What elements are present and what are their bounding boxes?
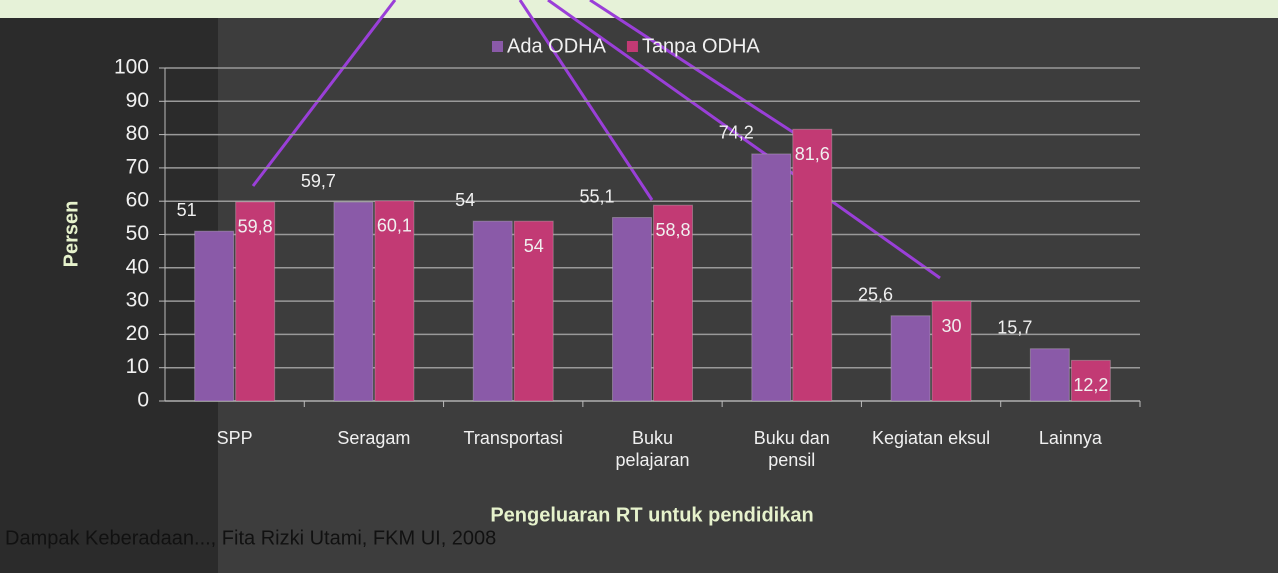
bar	[473, 221, 512, 401]
data-label: 81,6	[795, 144, 830, 164]
x-tick-label: Seragam	[314, 427, 434, 449]
x-tick-label: Kegiatan eksul	[871, 427, 991, 449]
y-tick-label: 60	[126, 189, 149, 212]
legend-swatch	[627, 41, 638, 52]
bar	[334, 202, 373, 401]
x-tick-label: SPP	[175, 427, 295, 449]
data-label: 58,8	[655, 220, 690, 240]
bar	[613, 218, 652, 401]
x-tick-label: Buku dan pensil	[732, 427, 852, 471]
y-tick-label: 80	[126, 122, 149, 145]
y-axis-title: Persen	[60, 201, 82, 268]
data-label: 55,1	[579, 186, 614, 206]
chart: Persen Pengeluaran RT untuk pendidikan D…	[0, 0, 1278, 573]
y-tick-label: 70	[126, 155, 149, 178]
bar	[891, 316, 930, 401]
y-tick-label: 40	[126, 255, 149, 278]
data-label: 51	[177, 200, 197, 220]
data-label: 30	[942, 316, 962, 336]
y-tick-label: 50	[126, 222, 149, 245]
x-tick-label: Lainnya	[1010, 427, 1130, 449]
data-label: 12,2	[1073, 375, 1108, 395]
bar	[752, 154, 791, 401]
data-label: 54	[455, 190, 475, 210]
y-tick-label: 20	[126, 322, 149, 345]
x-axis-title: Pengeluaran RT untuk pendidikan	[490, 504, 813, 526]
bar	[195, 231, 234, 401]
legend-label: Ada ODHA	[507, 35, 607, 57]
top-strip	[0, 0, 1278, 18]
bar	[793, 129, 832, 401]
slide: Persen Pengeluaran RT untuk pendidikan D…	[0, 0, 1278, 573]
bar	[1030, 349, 1069, 401]
legend-label: Tanpa ODHA	[642, 35, 760, 57]
left-band	[0, 0, 218, 573]
data-label: 59,7	[301, 171, 336, 191]
y-tick-label: 0	[137, 389, 149, 412]
footer: Dampak Keberadaan..., Fita Rizki Utami, …	[5, 527, 496, 549]
data-label: 15,7	[997, 317, 1032, 337]
data-label: 54	[524, 236, 544, 256]
legend-swatch	[492, 41, 503, 52]
y-tick-label: 10	[126, 355, 149, 378]
data-label: 25,6	[858, 285, 893, 305]
data-label: 74,2	[719, 123, 754, 143]
x-tick-label: Buku pelajaran	[593, 427, 713, 471]
y-tick-label: 100	[114, 56, 149, 79]
data-label: 60,1	[377, 216, 412, 236]
y-tick-label: 90	[126, 89, 149, 112]
y-tick-label: 30	[126, 289, 149, 312]
x-tick-label: Transportasi	[453, 427, 573, 449]
data-label: 59,8	[238, 217, 273, 237]
